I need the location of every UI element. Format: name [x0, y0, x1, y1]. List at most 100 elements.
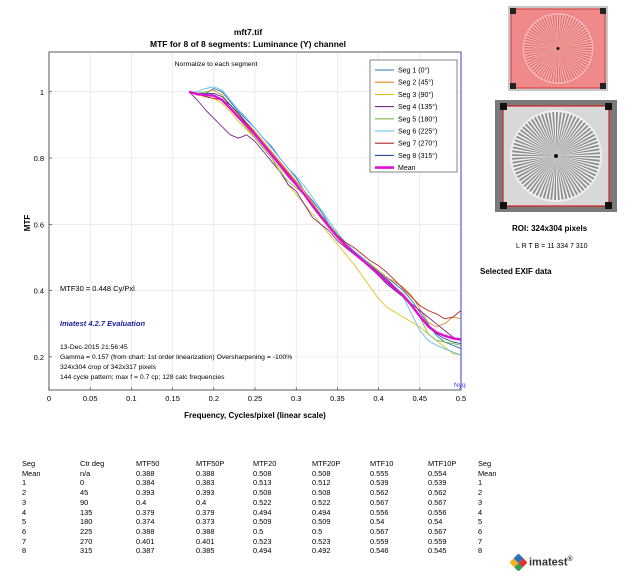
- series-line-2: [188, 91, 462, 356]
- legend-entry-6: Seg 7 (270°): [398, 140, 437, 148]
- table-row: 3 90 0.4 0.4 0.522 0.522 0.567 0.567 3: [22, 498, 508, 508]
- table-cell: 4: [478, 507, 483, 517]
- table-cell: 0.522: [312, 497, 331, 507]
- table-cell: 0.567: [428, 497, 447, 507]
- table-cell: 225: [80, 526, 93, 536]
- table-cell: Seg: [22, 459, 36, 468]
- y-tick-label: 0.2: [34, 353, 44, 362]
- table-cell: n/a: [80, 468, 91, 478]
- roi-title: ROI: 324x304 pixels: [512, 224, 588, 233]
- x-tick-label: 0.05: [83, 394, 98, 403]
- table-cell: 270: [80, 536, 93, 546]
- normalize-note: Normalize to each segment: [175, 61, 258, 68]
- info-line-2: Gamma = 0.157 (from chart: 1st order lin…: [60, 354, 292, 361]
- table-cell: 0.559: [428, 536, 447, 546]
- legend-entry-8: Mean: [398, 165, 416, 172]
- x-tick-label: 0.2: [209, 394, 219, 403]
- table-row: 5 180 0.374 0.373 0.509 0.509 0.54 0.54 5: [22, 517, 508, 527]
- table-cell: 0.508: [312, 468, 331, 478]
- table-cell: Seg: [478, 459, 492, 468]
- table-cell: 7: [22, 536, 27, 546]
- table-cell: 1: [478, 478, 483, 488]
- table-cell: 0.523: [312, 536, 331, 546]
- table-cell: 0: [80, 478, 85, 488]
- legend-entry-5: Seg 6 (225°): [398, 128, 437, 136]
- table-cell: MTF20P: [312, 459, 341, 468]
- table-cell: 1: [22, 478, 27, 488]
- x-tick-label: 0.1: [126, 394, 136, 403]
- table-cell: Ctr deg: [80, 459, 105, 468]
- table-cell: 45: [80, 488, 89, 498]
- table-cell: 0.54: [428, 517, 443, 527]
- table-cell: 3: [478, 497, 483, 507]
- table-row: 6 225 0.388 0.388 0.5 0.5 0.567 0.567 6: [22, 527, 508, 537]
- legend-entry-1: Seg 2 (45°): [398, 79, 434, 87]
- star-chart-color-image: [508, 6, 608, 91]
- table-cell: 0.5: [312, 526, 323, 536]
- mtf-chart: mft7.tif MTF for 8 of 8 segments: Lumina…: [23, 27, 466, 420]
- table-cell: 135: [80, 507, 93, 517]
- table-cell: 0.383: [196, 478, 215, 488]
- table-cell: 0.384: [136, 478, 155, 488]
- table-cell: 0.539: [370, 478, 389, 488]
- y-tick-label: 0.6: [34, 220, 44, 229]
- y-tick-label: 1: [40, 88, 44, 97]
- table-cell: 0.555: [370, 468, 389, 478]
- table-cell: MTF20: [253, 459, 277, 468]
- roi-thumbnail-color: [508, 6, 608, 91]
- table-cell: 0.567: [370, 497, 389, 507]
- table-cell: 8: [478, 546, 483, 556]
- table-cell: 0.373: [196, 517, 215, 527]
- roi-thumbnail-gray: [495, 100, 617, 212]
- x-tick-label: 0.45: [412, 394, 427, 403]
- table-row: 2 45 0.393 0.393 0.508 0.508 0.562 0.562 2: [22, 488, 508, 498]
- chart-subtitle: MTF for 8 of 8 segments: Luminance (Y) c…: [150, 39, 346, 49]
- table-cell: 0.546: [370, 546, 389, 556]
- table-cell: 0.508: [253, 488, 272, 498]
- table-cell: 0.554: [428, 468, 447, 478]
- x-tick-label: 0.4: [373, 394, 383, 403]
- table-cell: 90: [80, 497, 89, 507]
- x-tick-label: 0.15: [165, 394, 180, 403]
- x-tick-label: 0: [47, 394, 51, 403]
- nyquist-label: Nyq: [454, 382, 466, 389]
- logo-registered-mark: ®: [567, 556, 573, 564]
- table-cell: 0.567: [370, 526, 389, 536]
- table-cell: 0.393: [136, 488, 155, 498]
- mtf-results-table: Seg Ctr deg MTF50 MTF50P MTF20 MTF20P MTF10 MTF…: [22, 459, 508, 556]
- table-cell: 0.545: [428, 546, 447, 556]
- x-axis-label: Frequency, Cycles/pixel (linear scale): [184, 411, 326, 420]
- info-line-4: 144 cycle pattern; max f = 0.7 cp; 128 c…: [60, 374, 225, 381]
- imatest-logo-icon: [509, 553, 528, 572]
- table-cell: 3: [22, 497, 27, 507]
- table-cell: MTF50: [136, 459, 160, 468]
- table-cell: MTF10: [370, 459, 394, 468]
- table-cell: 2: [22, 488, 27, 498]
- table-cell: 0.393: [196, 488, 215, 498]
- table-cell: 0.522: [253, 497, 272, 507]
- table-cell: MTF50P: [196, 459, 225, 468]
- x-tick-label: 0.5: [456, 394, 466, 403]
- table-cell: 0.401: [196, 536, 215, 546]
- table-cell: 5: [22, 517, 27, 527]
- table-cell: 0.523: [253, 536, 272, 546]
- table-header-row: Seg Ctr deg MTF50 MTF50P MTF20 MTF20P MTF10 MTF…: [22, 459, 508, 469]
- table-cell: 0.494: [253, 507, 272, 517]
- table-cell: 0.494: [253, 546, 272, 556]
- y-tick-label: 0.4: [34, 287, 44, 296]
- table-cell: 6: [478, 526, 483, 536]
- table-cell: Mean: [478, 468, 497, 478]
- legend-entry-2: Seg 3 (90°): [398, 91, 434, 99]
- axis-ticks: 0 0.05 0.1 0.15 0.2 0.25 0.3 0.35 0.4 0.45 0.5 0.2 0…: [34, 52, 466, 403]
- table-cell: 0.539: [428, 478, 447, 488]
- x-tick-label: 0.3: [291, 394, 301, 403]
- table-cell: 0.512: [312, 478, 331, 488]
- table-cell: 6: [22, 526, 27, 536]
- roi-lrtb: L R T B = 11 334 7 310: [516, 243, 588, 250]
- table-cell: 0.388: [136, 526, 155, 536]
- table-cell: 180: [80, 517, 93, 527]
- table-cell: 0.513: [253, 478, 272, 488]
- table-cell: 0.556: [428, 507, 447, 517]
- legend-entry-3: Seg 4 (135°): [398, 103, 437, 111]
- table-cell: 315: [80, 546, 93, 556]
